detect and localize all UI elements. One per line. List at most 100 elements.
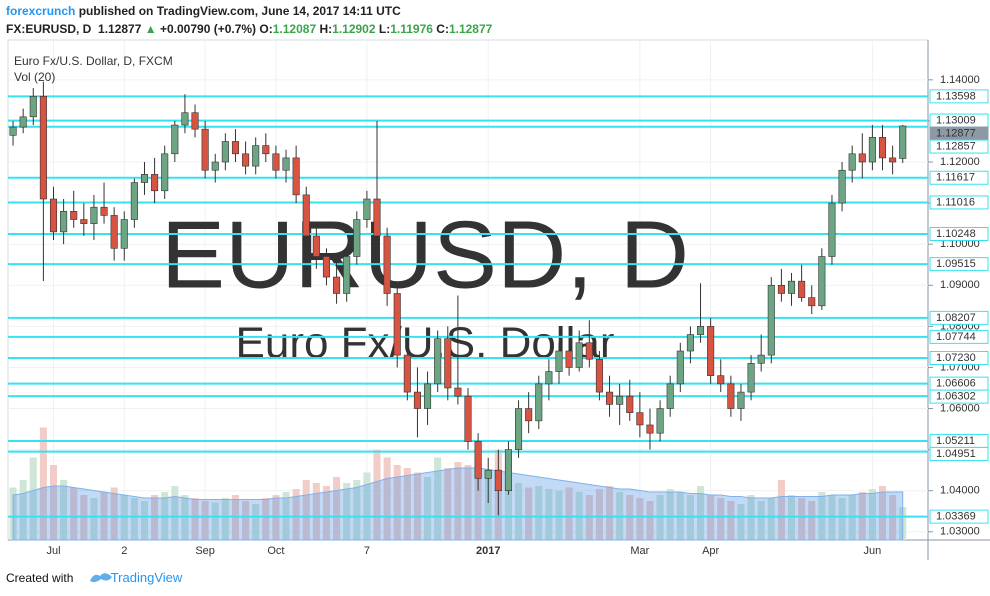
volume-bar xyxy=(798,498,806,540)
volume-bar xyxy=(434,457,442,540)
chart: 1.030001.040001.050001.060001.070001.080… xyxy=(7,39,990,560)
low-value: 1.11976 xyxy=(390,22,433,36)
candle-body xyxy=(666,383,674,409)
author-link[interactable]: forexcrunch xyxy=(6,4,76,18)
volume-bar xyxy=(70,487,78,540)
volume-bar xyxy=(343,483,351,540)
candle-body xyxy=(19,116,27,128)
candle-body xyxy=(80,219,88,224)
volume-bar xyxy=(474,457,482,540)
level-label: 1.07230 xyxy=(936,352,976,364)
candle-body xyxy=(9,126,17,136)
series-title: Euro Fx/U.S. Dollar, D, FXCM xyxy=(14,54,173,68)
candle-body xyxy=(393,293,401,356)
candle-body xyxy=(181,112,189,126)
candle-body xyxy=(575,342,583,368)
volume-bar xyxy=(49,465,58,540)
candle-body xyxy=(100,206,108,216)
candle-body xyxy=(130,182,138,220)
candle-body xyxy=(70,211,78,220)
candle-body xyxy=(747,363,755,393)
candle-body xyxy=(646,424,654,434)
level-label-box xyxy=(929,509,989,524)
candle-body xyxy=(848,153,856,171)
candle-body xyxy=(161,153,169,192)
quote-line: FX:EURUSD, D 1.12877 ▲ +0.00790 (+0.7%) … xyxy=(6,22,492,36)
x-tick-label: Jun xyxy=(864,545,882,557)
candle-body xyxy=(171,124,179,155)
level-label-box xyxy=(929,257,989,272)
volume-bar xyxy=(292,489,300,540)
volume-bar xyxy=(444,468,452,540)
close-value: 1.12877 xyxy=(448,22,493,36)
level-label-box xyxy=(929,139,989,154)
y-tick-label: 1.04000 xyxy=(940,485,980,497)
open-value: 1.12087 xyxy=(272,22,317,36)
candle-body xyxy=(343,256,351,294)
volume-bar xyxy=(403,468,411,540)
candle-body xyxy=(231,141,240,155)
candle-body xyxy=(29,95,37,118)
volume-bar xyxy=(525,487,533,540)
candle-body xyxy=(272,153,280,171)
candle-body xyxy=(878,137,887,159)
candle-body xyxy=(808,297,816,307)
footer-brand[interactable]: TradingView xyxy=(110,570,183,585)
candle-body xyxy=(191,112,199,130)
low-label: L: xyxy=(378,22,391,36)
volume-bar xyxy=(737,504,745,540)
footer: Created with TradingView xyxy=(6,570,182,585)
candle-body xyxy=(626,395,634,413)
volume-bar xyxy=(333,477,341,540)
watermark-sub: Euro Fx/U.S. Dollar xyxy=(236,319,615,368)
footer-text: Created with xyxy=(6,571,74,585)
candle-body xyxy=(383,235,391,294)
candle-body xyxy=(60,211,68,233)
candle-body xyxy=(151,174,159,192)
candle-body xyxy=(525,408,533,422)
volume-bar xyxy=(565,487,573,540)
volume-bar xyxy=(767,498,775,540)
level-label-box xyxy=(929,195,989,210)
candle-body xyxy=(868,137,876,163)
volume-bar xyxy=(535,486,543,540)
volume-bar xyxy=(201,501,209,540)
volume-bar xyxy=(140,501,149,540)
level-label-box xyxy=(929,170,989,185)
volume-bar xyxy=(696,486,705,540)
candle-body xyxy=(373,198,381,237)
change-arrow: ▲ xyxy=(144,22,157,36)
y-tick-label: 1.09000 xyxy=(940,279,980,291)
level-label-box xyxy=(929,89,989,104)
volume-bar xyxy=(868,489,876,540)
candle-body xyxy=(636,412,644,426)
candle-body xyxy=(696,326,705,335)
candle-body xyxy=(434,338,442,385)
volume-bar xyxy=(353,480,361,540)
candle-body xyxy=(656,408,664,434)
level-label: 1.08207 xyxy=(936,312,976,324)
volume-ma-area xyxy=(12,467,904,541)
volume-bar xyxy=(110,487,118,540)
level-label-box xyxy=(929,310,989,325)
volume-bar xyxy=(757,501,765,540)
brand-logo xyxy=(90,573,112,583)
candle-body xyxy=(545,371,553,385)
level-label: 1.05211 xyxy=(936,435,975,447)
level-label: 1.13009 xyxy=(936,114,976,126)
volume-bar xyxy=(454,462,462,540)
candle-body xyxy=(333,276,341,294)
candle-body xyxy=(838,169,846,204)
watermark: EURUSD, D xyxy=(161,201,689,308)
candle-body xyxy=(899,125,907,159)
volume-bar xyxy=(60,480,68,540)
candle-body xyxy=(858,153,866,163)
x-tick-label: 2017 xyxy=(476,545,500,557)
volume-bar xyxy=(383,457,391,540)
y-tick-label: 1.14000 xyxy=(940,74,980,86)
candle-body xyxy=(444,338,452,389)
volume-bar xyxy=(666,489,674,540)
x-tick-label: 7 xyxy=(364,545,370,557)
volume-bar xyxy=(808,501,816,540)
